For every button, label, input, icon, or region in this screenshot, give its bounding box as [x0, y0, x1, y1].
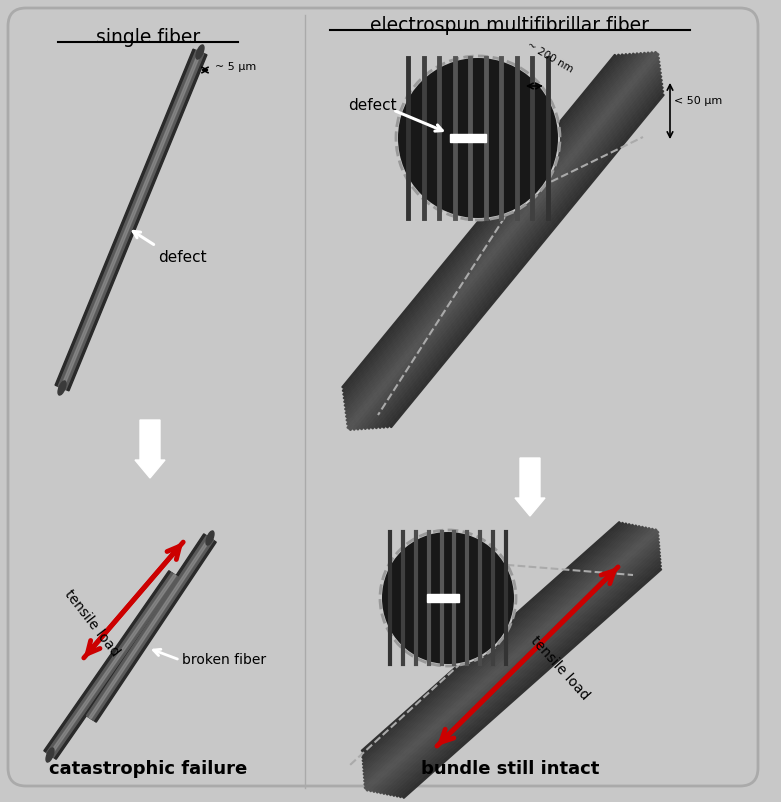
Polygon shape	[356, 61, 660, 430]
Polygon shape	[360, 64, 661, 430]
Polygon shape	[393, 558, 661, 796]
Polygon shape	[342, 55, 616, 388]
Polygon shape	[87, 536, 213, 720]
FancyBboxPatch shape	[8, 8, 758, 786]
Ellipse shape	[46, 748, 54, 762]
Polygon shape	[349, 53, 659, 431]
Polygon shape	[376, 541, 660, 793]
Ellipse shape	[206, 531, 214, 545]
Polygon shape	[386, 551, 661, 795]
Polygon shape	[344, 53, 638, 411]
Polygon shape	[363, 526, 644, 776]
Polygon shape	[364, 528, 651, 782]
Polygon shape	[343, 54, 623, 395]
Polygon shape	[364, 68, 661, 429]
Text: < 50 μm: < 50 μm	[674, 96, 722, 106]
FancyArrow shape	[515, 458, 545, 516]
Polygon shape	[389, 554, 661, 796]
Polygon shape	[375, 79, 662, 428]
Polygon shape	[369, 534, 659, 792]
Polygon shape	[450, 134, 486, 142]
Polygon shape	[379, 83, 663, 428]
Polygon shape	[44, 571, 181, 759]
Text: defect: defect	[348, 99, 397, 114]
Polygon shape	[373, 537, 659, 792]
Polygon shape	[386, 90, 664, 427]
Polygon shape	[89, 537, 211, 719]
Circle shape	[396, 56, 560, 220]
Text: single fiber: single fiber	[96, 28, 200, 47]
Polygon shape	[61, 51, 201, 388]
Ellipse shape	[196, 45, 204, 59]
Polygon shape	[363, 525, 640, 772]
Ellipse shape	[58, 381, 66, 395]
FancyArrow shape	[135, 420, 165, 478]
Polygon shape	[362, 525, 637, 769]
Polygon shape	[383, 87, 663, 428]
Text: tensile load: tensile load	[62, 587, 123, 659]
Polygon shape	[347, 51, 657, 429]
Polygon shape	[396, 561, 662, 797]
Text: tensile load: tensile load	[528, 634, 592, 703]
Polygon shape	[344, 54, 627, 399]
Polygon shape	[47, 573, 178, 757]
Circle shape	[380, 530, 516, 666]
Text: broken fiber: broken fiber	[182, 653, 266, 667]
Polygon shape	[390, 94, 664, 427]
Polygon shape	[49, 574, 176, 755]
Text: defect: defect	[158, 250, 207, 265]
Polygon shape	[399, 565, 662, 798]
Polygon shape	[344, 54, 631, 403]
Polygon shape	[383, 548, 660, 794]
Polygon shape	[346, 52, 650, 421]
Polygon shape	[362, 524, 630, 762]
Text: ~ 200 nm: ~ 200 nm	[525, 41, 575, 75]
Polygon shape	[58, 51, 204, 390]
Text: electrospun multifibrillar fiber: electrospun multifibrillar fiber	[370, 16, 650, 35]
Polygon shape	[380, 545, 660, 794]
Polygon shape	[362, 521, 620, 752]
Polygon shape	[371, 75, 662, 429]
Polygon shape	[55, 49, 207, 391]
Polygon shape	[346, 52, 646, 418]
Polygon shape	[364, 529, 654, 786]
Polygon shape	[344, 53, 635, 407]
Text: bundle still intact: bundle still intact	[421, 760, 599, 778]
Polygon shape	[362, 522, 624, 755]
Polygon shape	[402, 568, 662, 798]
Circle shape	[398, 58, 558, 218]
Polygon shape	[362, 525, 633, 765]
Polygon shape	[363, 527, 647, 779]
Polygon shape	[353, 57, 659, 430]
Polygon shape	[362, 523, 627, 759]
Polygon shape	[347, 52, 653, 425]
Circle shape	[382, 532, 514, 664]
Text: ~ 5 μm: ~ 5 μm	[215, 62, 256, 72]
Polygon shape	[368, 71, 662, 429]
Text: catastrophic failure: catastrophic failure	[49, 760, 247, 778]
Polygon shape	[84, 534, 216, 722]
Polygon shape	[366, 531, 658, 791]
Polygon shape	[364, 529, 657, 789]
Polygon shape	[427, 594, 459, 602]
Polygon shape	[342, 55, 620, 392]
Polygon shape	[345, 53, 642, 414]
